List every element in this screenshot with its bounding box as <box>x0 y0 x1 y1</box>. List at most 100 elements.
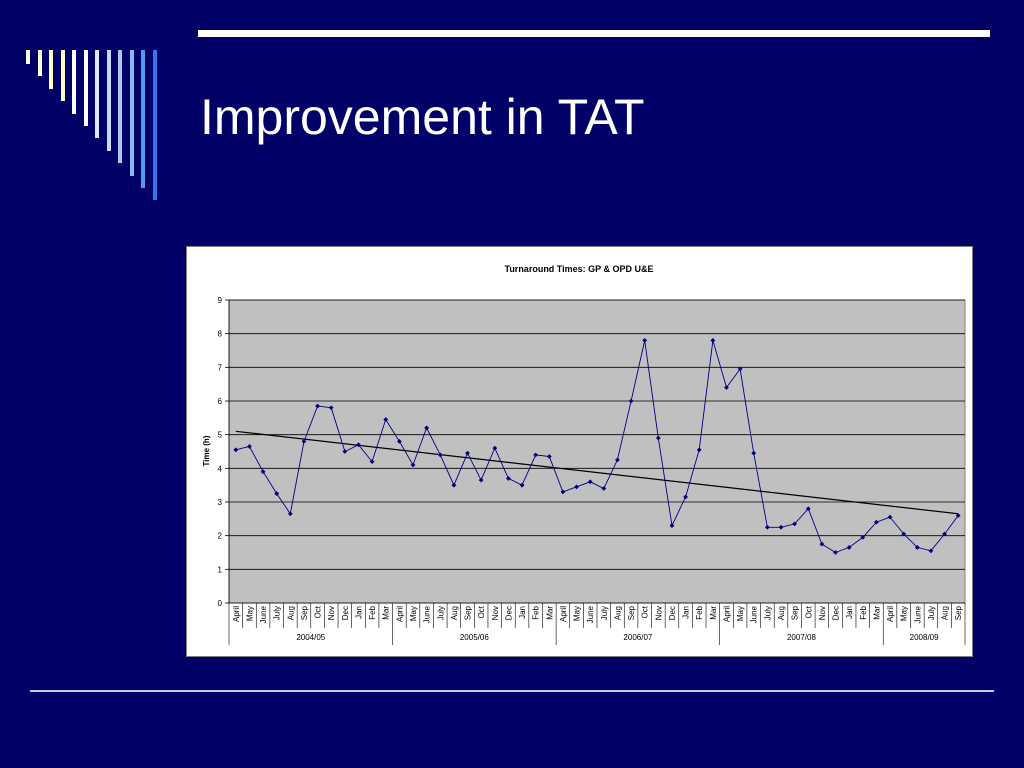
data-point <box>642 338 648 343</box>
bottom-rule <box>30 690 994 692</box>
x-tick-label: June <box>259 605 268 623</box>
data-point <box>328 405 334 411</box>
data-point <box>860 534 866 540</box>
data-point <box>887 514 893 520</box>
data-point <box>574 484 579 490</box>
decorative-stripe <box>141 50 145 188</box>
x-tick-label: Mar <box>709 606 718 620</box>
data-point <box>874 519 879 525</box>
x-tick-label: Nov <box>491 606 500 620</box>
x-tick-label: May <box>245 606 254 621</box>
x-tick-label: May <box>736 606 745 621</box>
data-point <box>301 439 307 444</box>
series-line <box>235 340 959 553</box>
x-tick-label: Sep <box>791 605 800 620</box>
x-tick-label: June <box>423 605 432 623</box>
data-point <box>356 442 361 448</box>
plot-area <box>228 299 966 604</box>
decorative-stripe <box>106 50 111 151</box>
decorative-stripe <box>26 50 30 64</box>
data-point <box>233 447 239 453</box>
x-tick-label: April <box>722 606 731 622</box>
x-tick-label: Aug <box>286 606 295 620</box>
x-tick-label: April <box>559 606 568 622</box>
trendline <box>235 430 959 515</box>
x-tick-label: Dec <box>832 606 841 620</box>
x-tick-label: Sep <box>464 605 473 620</box>
x-tick-label: May <box>409 606 418 621</box>
decorative-stripe <box>37 50 42 77</box>
data-point <box>396 439 402 444</box>
data-point <box>655 435 661 441</box>
x-tick-label: Oct <box>314 605 323 618</box>
y-tick-label: 0 <box>218 599 223 608</box>
data-point <box>560 489 566 495</box>
decorative-stripe <box>72 50 76 114</box>
x-tick-label: July <box>927 606 936 620</box>
x-tick-label: Nov <box>818 606 827 620</box>
data-point <box>315 403 320 409</box>
y-tick-label: 4 <box>218 464 223 473</box>
decorative-stripe <box>49 50 53 89</box>
x-tick-label: Jan <box>354 606 363 619</box>
y-tick-label: 3 <box>218 498 223 507</box>
data-point <box>519 482 525 488</box>
decorative-stripe <box>152 50 157 201</box>
decorative-stripe <box>129 50 134 176</box>
data-point <box>846 545 852 550</box>
x-tick-label: July <box>273 606 282 620</box>
data-point <box>506 476 511 481</box>
x-tick-label: Oct <box>641 605 650 618</box>
data-point <box>260 469 266 475</box>
x-group-label: 2006/07 <box>623 633 652 642</box>
y-tick-label: 1 <box>218 565 223 574</box>
data-point <box>628 398 634 404</box>
x-tick-label: April <box>232 606 241 622</box>
data-point <box>533 452 539 458</box>
x-tick-label: Feb <box>532 605 541 619</box>
x-tick-label: Oct <box>804 605 813 618</box>
chart-title: Turnaround Times: GP & OPD U&E <box>504 264 653 274</box>
turnaround-line-chart: Turnaround Times: GP & OPD U&E Time (h) … <box>202 264 966 645</box>
data-point <box>819 541 825 547</box>
data-point <box>928 548 934 554</box>
top-rule <box>198 30 990 37</box>
data-point <box>669 523 675 528</box>
data-point <box>342 449 348 454</box>
x-tick-label: Feb <box>859 605 868 619</box>
x-tick-label: April <box>886 606 895 622</box>
x-tick-label: Nov <box>654 606 663 620</box>
x-group-label: 2005/06 <box>460 633 489 642</box>
x-tick-label: Jan <box>682 606 691 619</box>
x-tick-label: Oct <box>477 605 486 618</box>
x-tick-label: Mar <box>872 606 881 620</box>
data-point <box>465 450 470 456</box>
x-tick-label: Dec <box>668 606 677 620</box>
data-point <box>710 338 716 343</box>
x-tick-label: June <box>750 605 759 623</box>
y-tick-label: 5 <box>218 431 223 440</box>
x-tick-label: May <box>900 606 909 621</box>
x-tick-label: Nov <box>327 606 336 620</box>
data-point <box>914 545 920 550</box>
chart-frame: Turnaround Times: GP & OPD U&E Time (h) … <box>186 246 973 657</box>
x-tick-label: July <box>600 606 609 620</box>
data-point <box>424 425 430 431</box>
x-tick-label: Mar <box>382 606 391 620</box>
data-point <box>369 459 375 464</box>
x-tick-label: Sep <box>627 605 636 620</box>
data-point <box>955 513 961 518</box>
decorative-stripes <box>0 0 180 220</box>
x-tick-label: Dec <box>341 606 350 620</box>
data-point <box>437 452 443 458</box>
slide-title: Improvement in TAT <box>200 89 645 145</box>
x-tick-label: July <box>763 606 772 620</box>
x-tick-label: June <box>913 605 922 623</box>
data-point <box>792 521 798 527</box>
data-point <box>478 477 484 483</box>
data-point <box>451 482 457 488</box>
x-group-label: 2008/09 <box>910 633 939 642</box>
x-tick-label: Feb <box>695 605 704 619</box>
y-tick-label: 2 <box>218 532 223 541</box>
data-point <box>492 445 498 451</box>
